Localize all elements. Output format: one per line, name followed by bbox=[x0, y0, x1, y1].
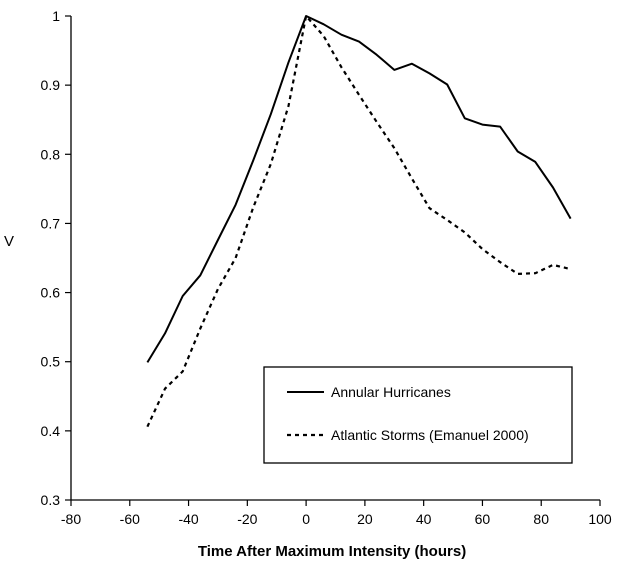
legend-label-annular: Annular Hurricanes bbox=[331, 384, 451, 400]
y-tick-label: 0.8 bbox=[41, 146, 61, 162]
legend-box bbox=[263, 366, 573, 464]
y-tick-label: 0.7 bbox=[41, 215, 61, 231]
y-tick-label: 1 bbox=[52, 8, 60, 24]
x-tick-label: -40 bbox=[178, 511, 198, 527]
legend: Annular Hurricanes Atlantic Storms (Eman… bbox=[263, 366, 573, 464]
y-tick-label: 0.5 bbox=[41, 354, 61, 370]
x-tick-label: 40 bbox=[416, 511, 432, 527]
x-tick-label: 0 bbox=[302, 511, 310, 527]
x-tick-label: 80 bbox=[533, 511, 549, 527]
x-tick-label: 20 bbox=[357, 511, 373, 527]
x-tick-label: -80 bbox=[61, 511, 81, 527]
axes bbox=[70, 16, 600, 501]
y-ticks: 0.3 0.4 0.5 0.6 0.7 0.8 0.9 1 bbox=[41, 8, 71, 508]
series-line-annular-hurricanes bbox=[146, 15, 572, 363]
x-axis-title: Time After Maximum Intensity (hours) bbox=[198, 543, 466, 560]
series-layer bbox=[146, 14, 572, 428]
y-tick-label: 0.6 bbox=[41, 285, 61, 301]
x-tick-label: -20 bbox=[237, 511, 257, 527]
x-tick-label: 60 bbox=[475, 511, 491, 527]
x-ticks: -80 -60 -40 -20 0 20 40 60 80 100 bbox=[61, 500, 612, 527]
y-axis-title: V bbox=[4, 233, 14, 250]
x-tick-label: 100 bbox=[588, 511, 612, 527]
x-tick-label: -60 bbox=[120, 511, 140, 527]
y-tick-label: 0.4 bbox=[41, 423, 61, 439]
y-tick-label: 0.9 bbox=[41, 77, 61, 93]
y-tick-label: 0.3 bbox=[41, 492, 61, 508]
series-line-atlantic-storms bbox=[146, 14, 571, 428]
legend-label-atlantic: Atlantic Storms (Emanuel 2000) bbox=[331, 427, 529, 443]
